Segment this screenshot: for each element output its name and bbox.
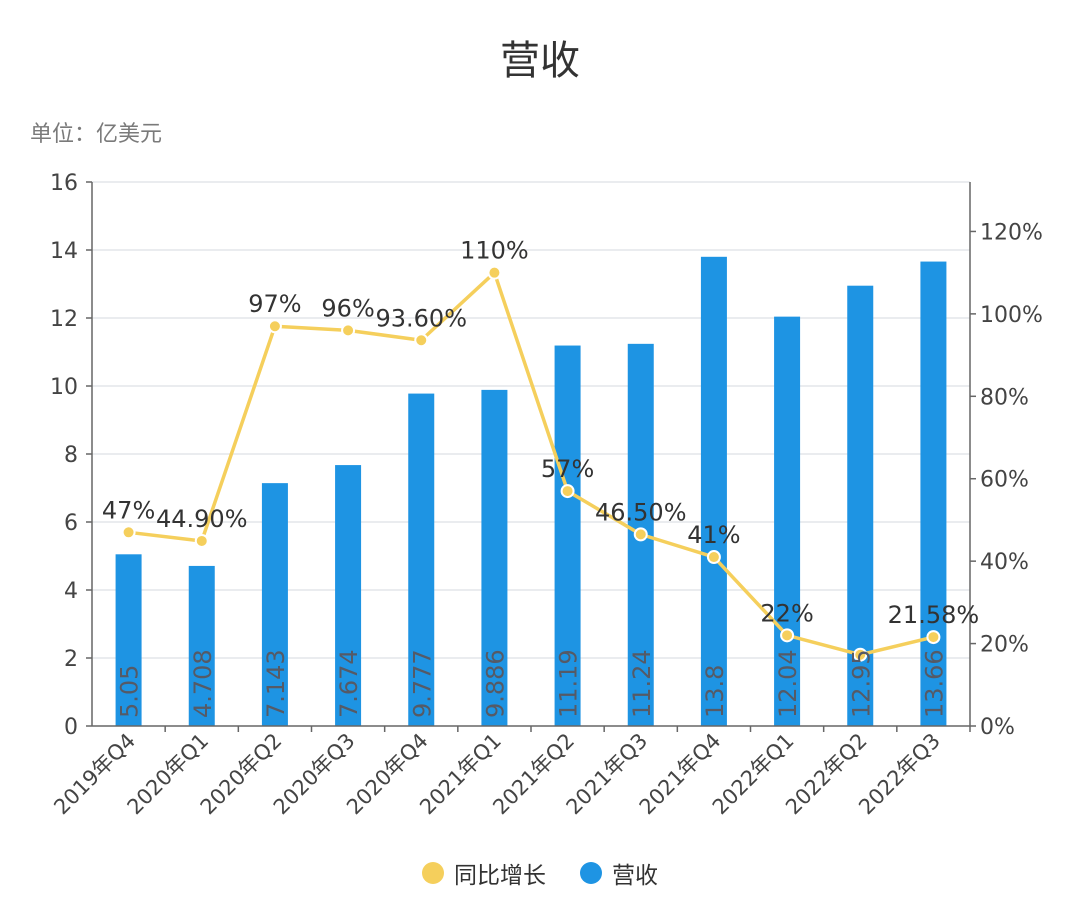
- growth-point: [121, 525, 136, 540]
- legend-item-growth[interactable]: 同比增长: [422, 856, 546, 890]
- line-layer: [121, 265, 941, 662]
- growth-value-label: 110%: [460, 237, 529, 265]
- y-left-tick-label: 8: [64, 443, 78, 468]
- bar: [408, 393, 435, 726]
- bar-layer: [115, 256, 947, 726]
- growth-line: [128, 270, 934, 657]
- y-right-tick-label: 60%: [980, 468, 1029, 493]
- y-right-tick-label: 20%: [980, 633, 1029, 658]
- growth-point: [633, 527, 648, 542]
- growth-point: [926, 630, 941, 645]
- chart-title: 营收: [500, 38, 580, 84]
- bar-value-label: 13.8: [701, 665, 729, 718]
- bar-value-label: 9.886: [481, 649, 509, 718]
- legend-item-revenue[interactable]: 营收: [580, 856, 658, 890]
- bar: [920, 261, 947, 726]
- bar: [554, 345, 581, 726]
- growth-point: [194, 533, 209, 548]
- bar-value-label: 12.04: [774, 649, 802, 718]
- bar-value-label: 12.95: [847, 649, 875, 718]
- bar: [700, 256, 727, 726]
- bar-value-label: 5.05: [116, 665, 144, 718]
- y-left-tick-label: 12: [50, 307, 78, 332]
- growth-value-label: 44.90%: [156, 505, 248, 533]
- unit-label: 单位：亿美元: [30, 122, 163, 147]
- growth-value-label: 41%: [687, 521, 740, 549]
- grid-layer: [92, 181, 970, 659]
- bar-value-label: 11.24: [628, 649, 656, 718]
- y-right-tick-label: 40%: [980, 550, 1029, 575]
- growth-point: [853, 647, 868, 662]
- growth-value-label: 96%: [321, 294, 374, 322]
- y-left-tick-label: 4: [64, 579, 78, 604]
- growth-point: [706, 550, 721, 565]
- bar: [774, 316, 801, 726]
- bar: [335, 465, 362, 726]
- bar-value-label: 4.708: [189, 649, 217, 718]
- bar: [481, 389, 508, 726]
- growth-value-label: 21.58%: [888, 601, 980, 629]
- growth-point: [414, 333, 429, 348]
- y-right-tick-label: 100%: [980, 303, 1043, 328]
- growth-value-label: 57%: [541, 455, 594, 483]
- growth-value-label: 22%: [760, 599, 813, 627]
- y-right-tick-label: 0%: [980, 715, 1015, 740]
- bar-value-label: 13.66: [920, 649, 948, 718]
- growth-point: [341, 323, 356, 338]
- y-left-tick-label: 0: [64, 715, 78, 740]
- growth-value-label: 47%: [102, 496, 155, 524]
- bar: [261, 483, 288, 726]
- growth-value-label: 46.50%: [595, 498, 687, 526]
- bar-value-label: 7.674: [335, 649, 363, 718]
- growth-point: [267, 319, 282, 334]
- legend-growth-label: 同比增长: [454, 863, 546, 889]
- y-left-tick-label: 2: [64, 647, 78, 672]
- legend: 同比增长 营收: [0, 856, 1080, 890]
- y-right-tick-label: 80%: [980, 385, 1029, 410]
- bar-value-label: 7.143: [262, 649, 290, 718]
- legend-revenue-marker: [580, 862, 602, 884]
- legend-growth-marker: [422, 862, 444, 884]
- y-right-tick-label: 120%: [980, 220, 1043, 245]
- bar: [115, 554, 142, 726]
- growth-value-label: 97%: [248, 290, 301, 318]
- growth-point: [487, 265, 502, 280]
- label-layer: 5.05 4.708 7.143 7.674 9.777 9.886 11.19 11.24 1…: [102, 237, 979, 718]
- y-left-tick-label: 16: [50, 171, 78, 196]
- growth-point: [560, 484, 575, 499]
- bar-value-label: 11.19: [555, 649, 583, 718]
- y-left-tick-label: 14: [50, 239, 78, 264]
- y-left-tick-label: 10: [50, 375, 78, 400]
- growth-value-label: 93.60%: [375, 304, 467, 332]
- legend-revenue-label: 营收: [612, 863, 658, 889]
- y-left-tick-label: 6: [64, 511, 78, 536]
- bar: [188, 565, 215, 726]
- bar-value-label: 9.777: [408, 649, 436, 718]
- growth-point: [780, 628, 795, 643]
